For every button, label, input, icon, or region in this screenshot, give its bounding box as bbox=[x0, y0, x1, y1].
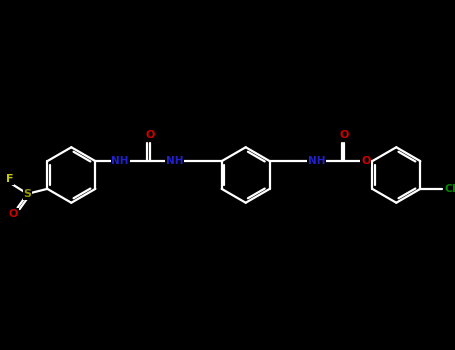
Text: F: F bbox=[6, 174, 13, 184]
Text: O: O bbox=[339, 130, 349, 140]
Text: Cl: Cl bbox=[444, 184, 455, 194]
Text: O: O bbox=[145, 130, 155, 140]
Text: NH: NH bbox=[111, 156, 129, 166]
Text: S: S bbox=[24, 189, 31, 199]
Text: NH: NH bbox=[308, 156, 325, 166]
Text: O: O bbox=[9, 209, 18, 219]
Text: NH: NH bbox=[166, 156, 183, 166]
Text: O: O bbox=[361, 156, 370, 166]
